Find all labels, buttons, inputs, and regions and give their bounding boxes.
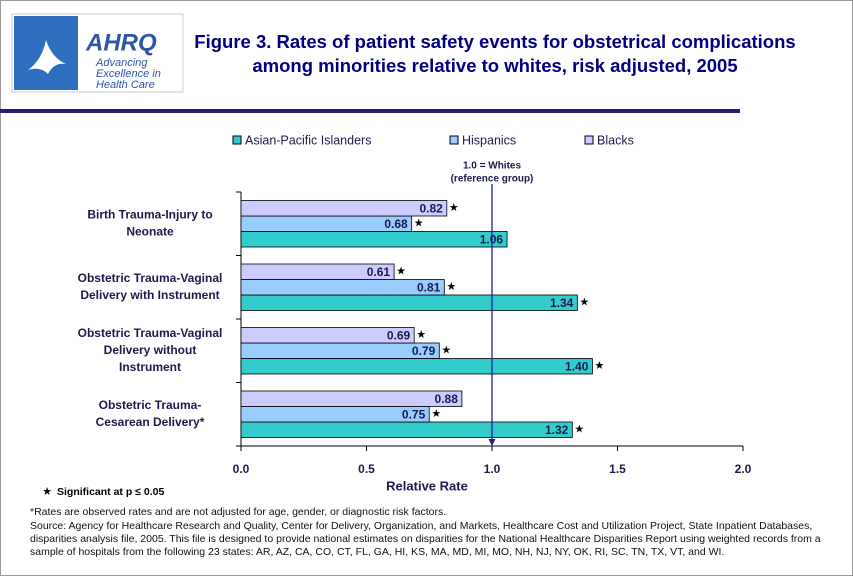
- x-axis-title: Relative Rate: [386, 478, 468, 493]
- footnote: *Rates are observed rates and are not ad…: [30, 506, 447, 518]
- x-tick-label: 0.5: [358, 462, 375, 476]
- value-label: 0.88: [435, 392, 459, 406]
- legend-swatch: [584, 135, 594, 145]
- eagle-icon: [28, 40, 66, 74]
- y-tick-label: Obstetric Trauma-Vaginal: [78, 271, 223, 285]
- chart-title: among minorities relative to whites, ris…: [252, 55, 737, 76]
- bar: [240, 358, 593, 375]
- chart-title: Figure 3. Rates of patient safety events…: [194, 31, 795, 52]
- x-tick-label: 2.0: [735, 462, 752, 476]
- x-tick-label: 1.5: [609, 462, 626, 476]
- bar: [240, 263, 395, 280]
- value-label: 0.82: [419, 201, 443, 215]
- significance-star: ★: [396, 266, 406, 278]
- significance-star: ★: [446, 281, 456, 293]
- bar: [240, 421, 573, 438]
- value-label: 0.68: [384, 217, 408, 231]
- bar: [240, 342, 440, 359]
- significance-star: ★: [416, 329, 426, 341]
- y-tick-label: Delivery without: [104, 343, 197, 357]
- logo-name: AHRQ: [85, 29, 157, 56]
- x-tick-label: 0.0: [233, 462, 250, 476]
- y-tick-label: Obstetric Trauma-Vaginal: [78, 326, 223, 340]
- reference-label: (reference group): [451, 174, 534, 185]
- bar: [240, 294, 578, 311]
- reference-label: 1.0 = Whites: [463, 161, 522, 172]
- x-tick-label: 1.0: [484, 462, 501, 476]
- significance-star: ★: [594, 360, 604, 372]
- source-note: Source: Agency for Healthcare Research a…: [30, 520, 821, 558]
- significance-star: ★: [574, 424, 584, 436]
- value-label: 0.61: [367, 265, 391, 279]
- y-tick-label: Delivery with Instrument: [80, 288, 219, 302]
- logo-tagline: Advancing: [95, 57, 148, 69]
- significance-star: ★: [579, 297, 589, 309]
- bar: [240, 231, 508, 248]
- bar: [240, 279, 445, 296]
- value-label: 0.81: [417, 280, 441, 294]
- y-tick-label: Instrument: [119, 360, 181, 374]
- bar: [240, 327, 415, 344]
- header-rule: [0, 109, 740, 113]
- logo-tagline: Health Care: [96, 79, 155, 91]
- y-tick-label: Cesarean Delivery*: [96, 415, 205, 429]
- significance-star: ★: [449, 202, 459, 214]
- value-label: 1.32: [545, 423, 569, 437]
- legend-label: Blacks: [597, 133, 634, 147]
- bar: [240, 200, 448, 217]
- legend-label: Hispanics: [462, 133, 516, 147]
- value-label: 1.34: [550, 296, 574, 310]
- significance-star: ★: [414, 218, 424, 230]
- y-tick-label: Obstetric Trauma-: [99, 398, 202, 412]
- y-tick-label: Neonate: [126, 224, 174, 238]
- significance-note: Significant at p ≤ 0.05: [57, 486, 164, 498]
- significance-symbol: ★: [42, 486, 52, 498]
- significance-star: ★: [441, 345, 451, 357]
- y-tick-label: Birth Trauma-Injury to: [87, 207, 212, 221]
- value-label: 0.79: [412, 344, 436, 358]
- bar: [240, 390, 463, 407]
- reference-arrow: [488, 439, 496, 446]
- value-label: 1.40: [565, 359, 589, 373]
- legend-swatch: [449, 135, 459, 145]
- legend-label: Asian-Pacific Islanders: [245, 133, 371, 147]
- significance-star: ★: [431, 408, 441, 420]
- legend-swatch: [232, 135, 242, 145]
- value-label: 0.69: [387, 328, 411, 342]
- logo-tagline: Excellence in: [96, 68, 161, 80]
- value-label: 0.75: [402, 407, 426, 421]
